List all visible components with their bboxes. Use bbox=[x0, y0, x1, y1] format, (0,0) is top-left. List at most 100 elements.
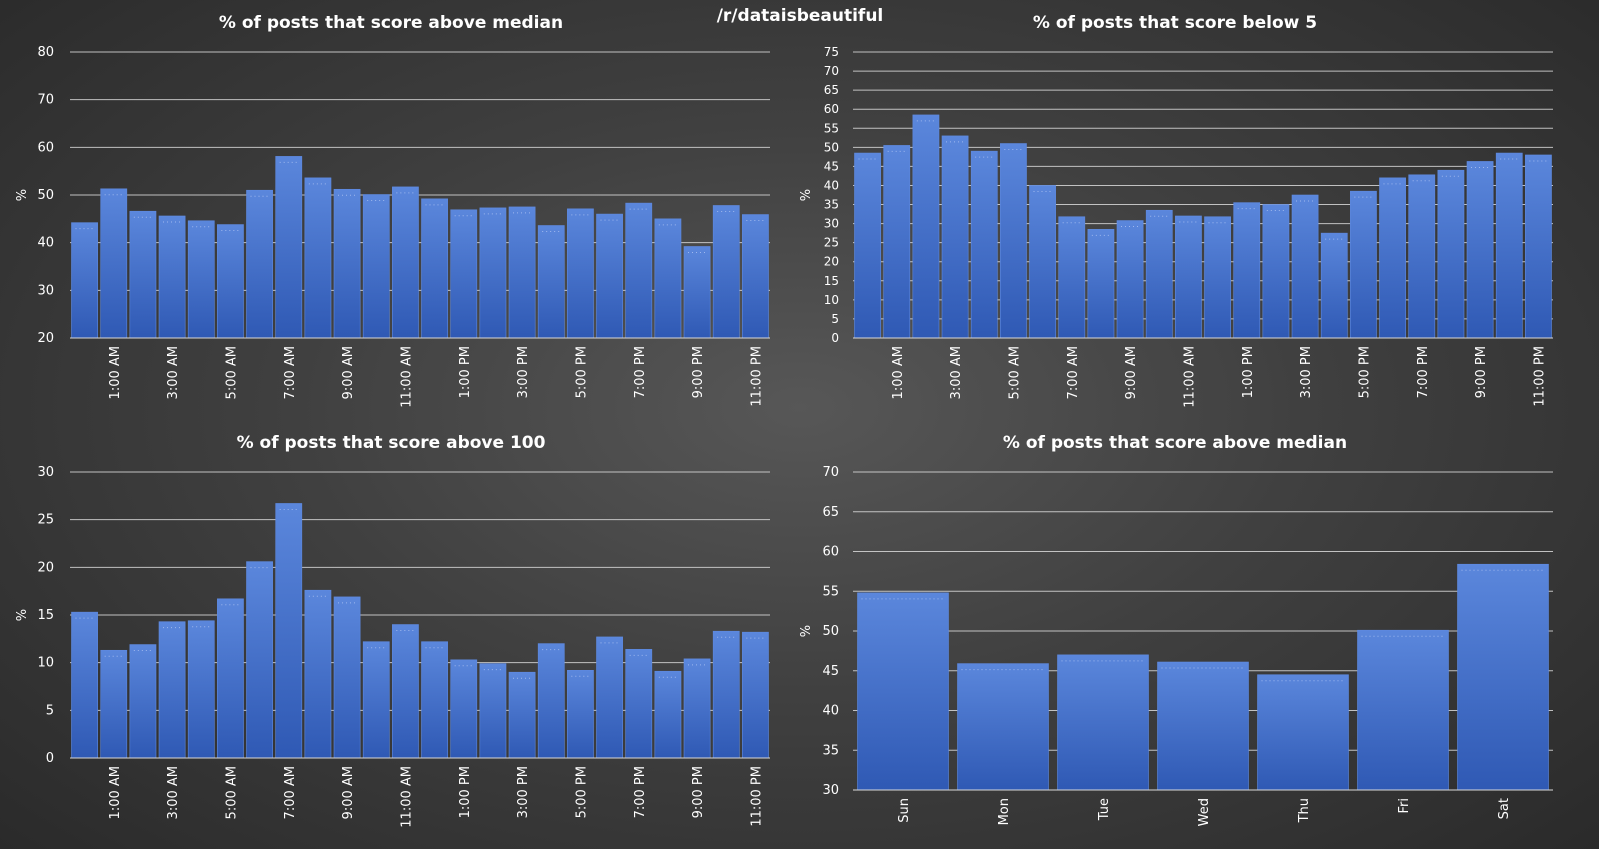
bar bbox=[392, 624, 419, 759]
bar bbox=[1233, 202, 1261, 339]
y-tick-label: 80 bbox=[37, 45, 54, 60]
x-tick-label: 3:00 PM bbox=[516, 346, 531, 398]
bar bbox=[187, 620, 215, 759]
y-axis-label: % bbox=[799, 625, 814, 637]
x-tick-label: 7:00 AM bbox=[1066, 346, 1081, 399]
x-tick-label: 11:00 PM bbox=[749, 766, 764, 827]
page-heading: /r/dataisbeautiful bbox=[716, 6, 884, 26]
bar bbox=[100, 649, 128, 759]
bar bbox=[1437, 169, 1465, 339]
bar bbox=[217, 224, 244, 339]
y-tick-label: 60 bbox=[824, 102, 839, 116]
x-tick-label: 9:00 PM bbox=[691, 766, 706, 818]
x-tick-label: 1:00 PM bbox=[1241, 346, 1256, 398]
y-tick-label: 20 bbox=[37, 331, 54, 346]
bar bbox=[567, 669, 594, 759]
bar bbox=[654, 670, 682, 759]
x-tick-label: 9:00 AM bbox=[341, 346, 356, 399]
bar bbox=[275, 503, 303, 759]
y-tick-label: 60 bbox=[822, 545, 839, 560]
bar bbox=[596, 636, 623, 759]
bar bbox=[1057, 654, 1149, 791]
y-tick-label: 50 bbox=[822, 624, 839, 639]
y-tick-label: 25 bbox=[37, 513, 54, 528]
chart-title: % of posts that score above 100 bbox=[237, 433, 546, 453]
chart-3: 0 5 10 15 20 25 30 % of posts that score above … bbox=[15, 433, 770, 828]
bar bbox=[246, 561, 273, 759]
bar bbox=[1262, 204, 1290, 339]
x-tick-label: 11:00 PM bbox=[1532, 346, 1547, 407]
bar bbox=[1175, 215, 1202, 339]
bar bbox=[187, 220, 215, 339]
x-tick-label: 1:00 AM bbox=[108, 346, 123, 399]
bar bbox=[683, 246, 711, 339]
x-tick-label: 3:00 AM bbox=[949, 346, 964, 399]
bar bbox=[654, 218, 682, 339]
bar bbox=[883, 145, 911, 339]
y-tick-label: 75 bbox=[824, 45, 839, 59]
bar bbox=[158, 215, 186, 339]
x-tick-label: 1:00 PM bbox=[458, 346, 473, 398]
y-tick-label: 65 bbox=[822, 505, 839, 520]
y-tick-label: 55 bbox=[822, 584, 839, 599]
bar bbox=[100, 188, 128, 339]
bar bbox=[421, 641, 448, 759]
chart-4: 30 35 40 45 50 55 60 65 70 % of posts that score … bbox=[799, 433, 1553, 826]
y-tick-label: 70 bbox=[822, 465, 839, 480]
y-axis-label: % bbox=[15, 609, 30, 621]
bar bbox=[1457, 563, 1549, 791]
bar bbox=[1291, 194, 1319, 339]
bar bbox=[217, 598, 244, 759]
x-tick-label: Mon bbox=[997, 798, 1012, 825]
x-tick-label: 3:00 PM bbox=[1299, 346, 1314, 398]
bar bbox=[1408, 174, 1436, 339]
x-tick-label: 3:00 AM bbox=[166, 766, 181, 819]
bar bbox=[450, 209, 478, 339]
x-tick-label: 9:00 AM bbox=[341, 766, 356, 819]
bar bbox=[71, 222, 98, 339]
bar bbox=[1525, 154, 1552, 339]
bar bbox=[1204, 216, 1231, 339]
bar bbox=[1000, 143, 1027, 339]
bar bbox=[450, 659, 478, 759]
x-tick-label: 7:00 PM bbox=[1416, 346, 1431, 398]
x-tick-label: 7:00 AM bbox=[283, 766, 298, 819]
bar bbox=[1357, 629, 1449, 791]
y-tick-label: 40 bbox=[37, 236, 54, 251]
y-tick-label: 30 bbox=[822, 783, 839, 798]
y-tick-label: 30 bbox=[37, 283, 54, 298]
x-tick-label: 9:00 AM bbox=[1124, 346, 1139, 399]
chart-title: % of posts that score below 5 bbox=[1033, 13, 1317, 33]
x-tick-label: 7:00 PM bbox=[633, 766, 648, 818]
x-tick-label: 5:00 AM bbox=[224, 766, 239, 819]
bar bbox=[275, 156, 303, 339]
x-tick-label: 5:00 PM bbox=[574, 346, 589, 398]
bar bbox=[854, 152, 881, 339]
y-tick-label: 20 bbox=[37, 560, 54, 575]
bar bbox=[625, 202, 653, 339]
x-tick-label: Sat bbox=[1497, 798, 1512, 819]
y-tick-label: 0 bbox=[46, 751, 54, 766]
bar bbox=[1029, 185, 1056, 339]
bar bbox=[712, 205, 740, 339]
bar bbox=[1058, 216, 1086, 339]
bar bbox=[1157, 661, 1249, 791]
y-axis-label: % bbox=[799, 189, 814, 201]
x-tick-label: Fri bbox=[1397, 798, 1412, 814]
y-tick-label: 70 bbox=[37, 93, 54, 108]
bar bbox=[129, 210, 157, 339]
y-tick-label: 0 bbox=[831, 331, 839, 345]
bar bbox=[537, 225, 565, 339]
bar bbox=[742, 631, 769, 759]
y-tick-label: 25 bbox=[824, 236, 839, 250]
x-tick-label: 5:00 AM bbox=[1007, 346, 1022, 399]
bar bbox=[479, 207, 507, 339]
bar bbox=[957, 663, 1049, 791]
bar bbox=[129, 644, 157, 759]
bar bbox=[304, 589, 332, 759]
x-tick-label: Thu bbox=[1297, 798, 1312, 823]
x-tick-label: 11:00 PM bbox=[749, 346, 764, 407]
y-tick-label: 30 bbox=[37, 465, 54, 480]
bar bbox=[1466, 161, 1494, 339]
